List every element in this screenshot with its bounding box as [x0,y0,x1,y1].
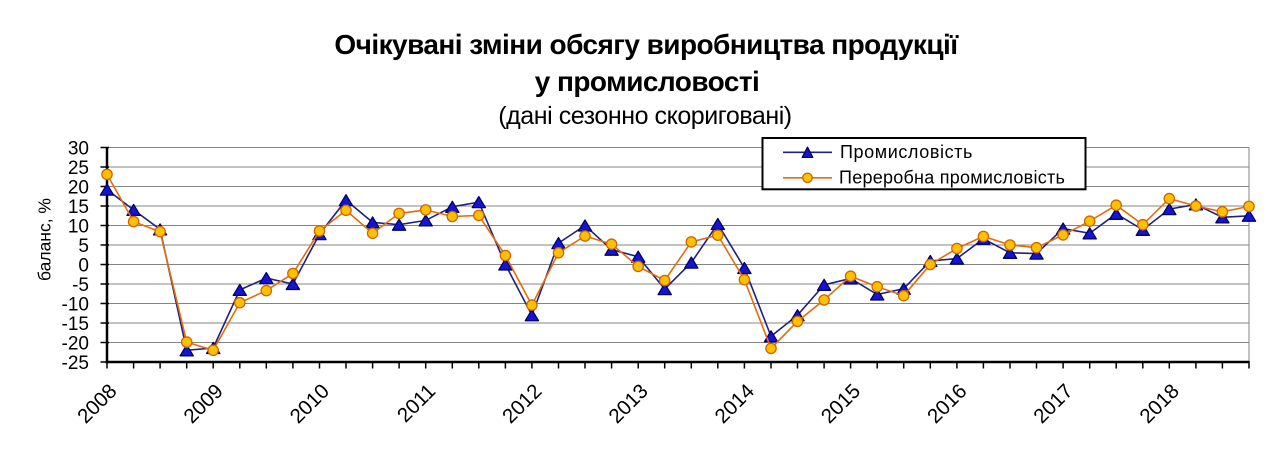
svg-text:-5: -5 [72,275,89,296]
svg-text:20: 20 [68,177,89,198]
svg-text:25: 25 [68,158,89,179]
svg-text:баланс, %: баланс, % [35,198,55,281]
svg-text:0: 0 [78,255,89,276]
svg-text:Очікувані зміни обсягу виробни: Очікувані зміни обсягу виробництва проду… [334,29,959,60]
svg-text:15: 15 [68,197,89,218]
svg-text:-15: -15 [62,314,89,335]
svg-text:30: 30 [68,138,89,159]
svg-text:-25: -25 [62,353,89,374]
svg-text:-10: -10 [62,294,89,315]
svg-text:у промисловості: у промисловості [535,66,760,97]
svg-text:-20: -20 [62,333,89,354]
svg-text:Переробна промисловість: Переробна промисловість [839,168,1065,188]
svg-text:Промисловість: Промисловість [840,142,973,162]
svg-text:10: 10 [68,216,89,237]
svg-text:5: 5 [78,236,89,257]
svg-text:(дані сезонно скориговані): (дані сезонно скориговані) [498,102,791,130]
